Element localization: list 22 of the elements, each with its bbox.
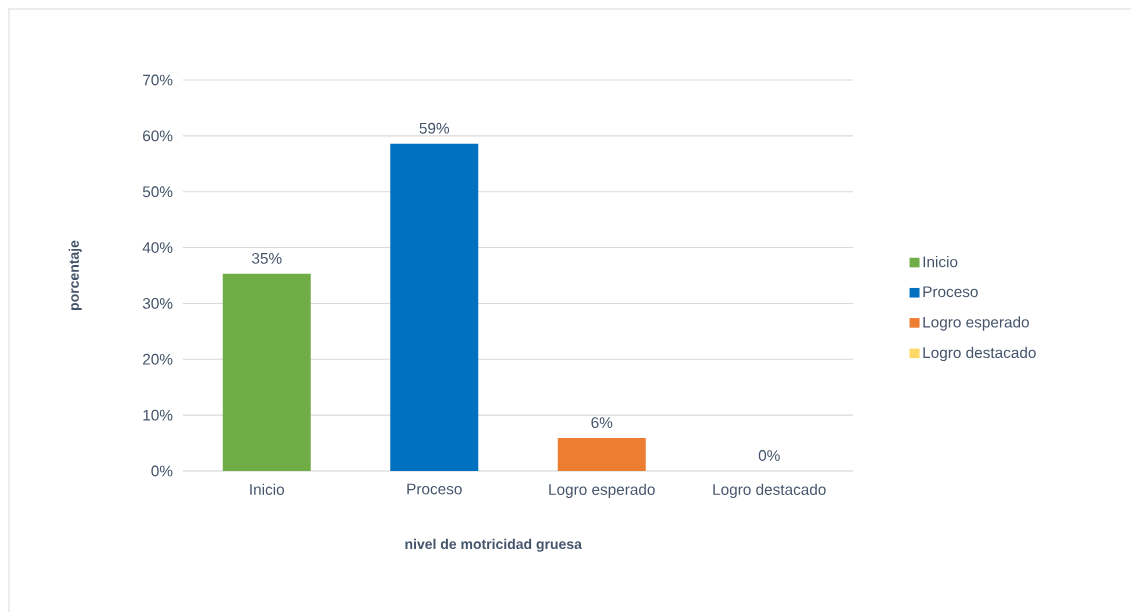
- data-label: 0%: [758, 450, 780, 461]
- data-label: 6%: [591, 417, 613, 428]
- x-tick-label: Logro destacado: [713, 483, 826, 498]
- y-tick-label: 70%: [143, 74, 173, 86]
- legend-label: Logro esperado: [923, 316, 1029, 331]
- y-tick-label: 10%: [143, 409, 173, 421]
- y-axis-title: porcentaje: [68, 240, 82, 310]
- x-tick-label: Logro esperado: [549, 483, 655, 498]
- y-tick-label: 0%: [151, 465, 173, 477]
- x-axis-title: nivel de motricidad gruesa: [405, 538, 582, 552]
- data-label: 59%: [419, 122, 450, 134]
- y-tick-label: 20%: [143, 353, 173, 365]
- y-tick-label: 30%: [142, 298, 173, 309]
- x-tick-label: Proceso: [407, 483, 462, 495]
- x-tick-label: Inicio: [250, 483, 284, 495]
- legend-label: Proceso: [923, 286, 978, 298]
- legend-label: Inicio: [923, 256, 958, 268]
- legend-label: Logro destacado: [923, 346, 1036, 362]
- data-label: 35%: [252, 252, 282, 264]
- y-tick-label: 50%: [142, 186, 173, 198]
- y-tick-label: 60%: [143, 130, 173, 142]
- y-tick-label: 40%: [142, 242, 173, 253]
